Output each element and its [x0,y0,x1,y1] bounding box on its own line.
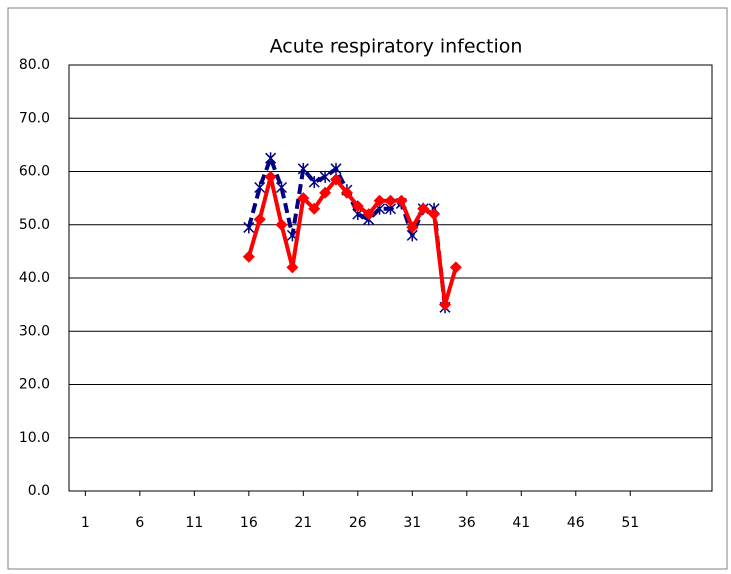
point-marker [264,170,277,183]
x-tick-label: 31 [403,515,421,531]
point-marker [438,298,451,311]
chart-frame [7,7,728,570]
point-marker [253,213,266,226]
x-tick-label: 46 [567,515,585,531]
x-tick-label: 26 [349,515,367,531]
point-marker [340,186,353,199]
y-tick-label: 30.0 [19,323,50,339]
point-marker [319,186,332,199]
point-marker [406,221,419,234]
point-marker [286,261,299,274]
point-marker [351,200,364,213]
y-tick-label: 80.0 [19,57,50,73]
chart-title: Acute respiratory infection [270,36,523,58]
point-marker [449,261,462,274]
x-tick-label: 11 [185,515,203,531]
point-marker [417,202,430,215]
x-tick-label: 16 [240,515,258,531]
point-marker [330,162,342,175]
point-marker [319,170,331,183]
point-marker [362,208,375,221]
point-marker [254,181,266,194]
point-marker [242,250,255,263]
point-marker [297,162,309,175]
x-tick-label: 21 [294,515,312,531]
x-tick-label: 41 [512,515,530,531]
x-tick-label: 51 [621,515,639,531]
point-marker [373,194,386,207]
y-tick-label: 50.0 [19,217,50,233]
point-marker [330,173,343,186]
y-tick-label: 0.0 [28,483,50,499]
point-marker [275,218,288,231]
point-marker [243,221,255,234]
point-marker [395,194,408,207]
y-tick-label: 60.0 [19,164,50,180]
x-tick-label: 1 [81,515,90,531]
y-tick-label: 10.0 [19,430,50,446]
point-marker [308,202,321,215]
y-tick-label: 20.0 [19,377,50,393]
x-tick-label: 36 [458,515,476,531]
point-marker [265,152,277,165]
point-marker [428,208,441,221]
point-marker [308,176,320,189]
point-marker [384,194,397,207]
y-tick-label: 70.0 [19,110,50,126]
point-marker [275,181,288,194]
plot-border [68,64,713,492]
y-tick-label: 40.0 [19,270,50,286]
x-tick-label: 6 [135,515,144,531]
point-marker [297,192,310,205]
